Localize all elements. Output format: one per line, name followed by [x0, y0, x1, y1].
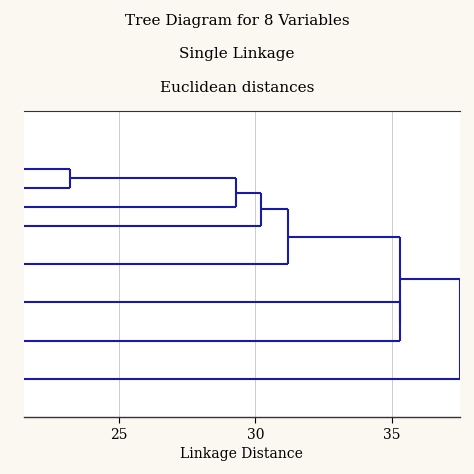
Text: Euclidean distances: Euclidean distances	[160, 81, 314, 95]
Text: Single Linkage: Single Linkage	[179, 47, 295, 61]
Text: Tree Diagram for 8 Variables: Tree Diagram for 8 Variables	[125, 14, 349, 28]
X-axis label: Linkage Distance: Linkage Distance	[180, 447, 303, 461]
